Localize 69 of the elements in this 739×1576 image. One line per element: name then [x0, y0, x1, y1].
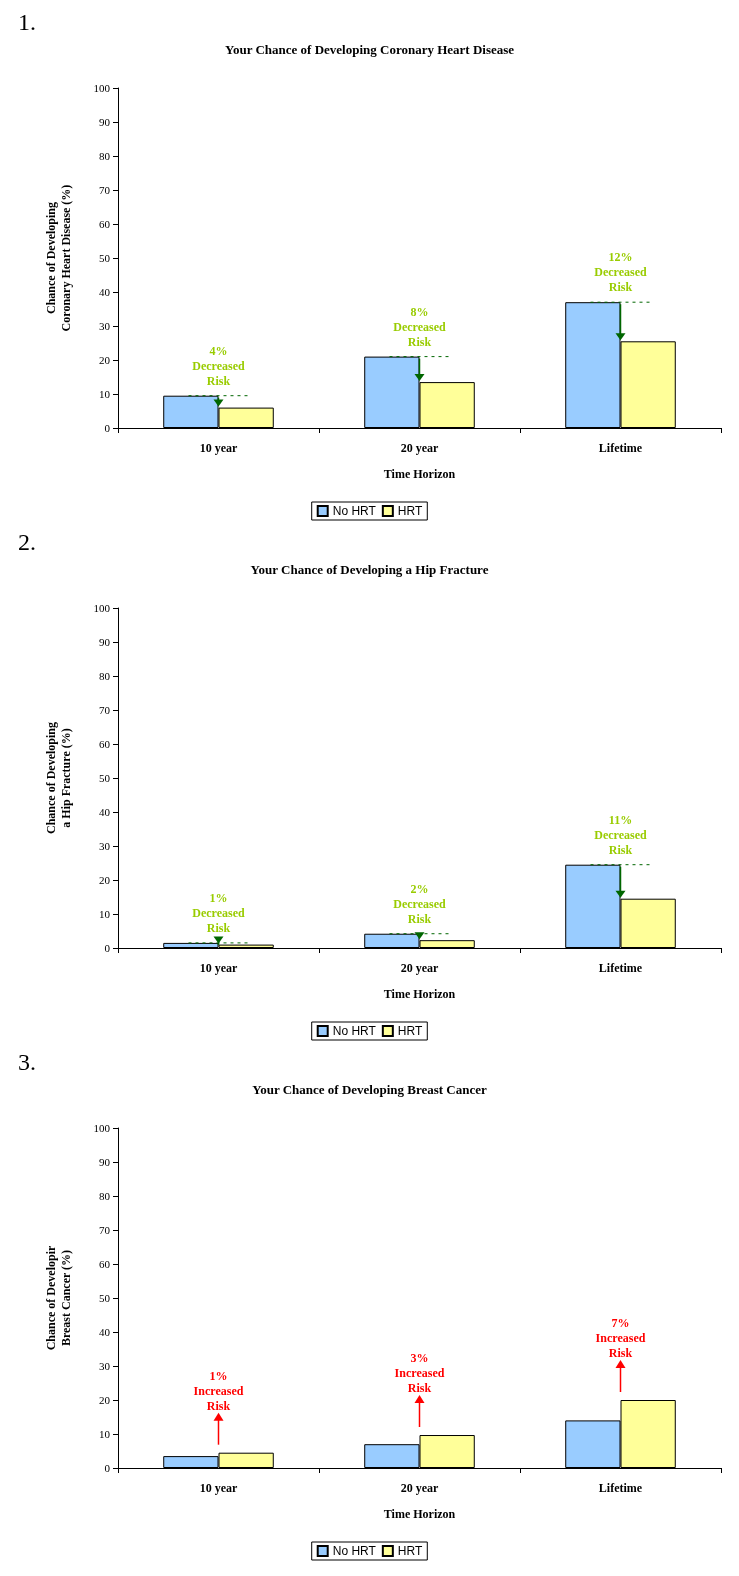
- annotation: 7% Increased Risk: [595, 1316, 646, 1360]
- y-tick-label: 10: [99, 388, 111, 400]
- x-axis-title: Time Horizon: [383, 1507, 456, 1521]
- y-tick-label: 60: [99, 1258, 111, 1270]
- y-tick-label: 10: [99, 1428, 111, 1440]
- x-tick-label: 20 year: [400, 1481, 439, 1495]
- y-tick-label: 40: [99, 806, 111, 818]
- chart-title: Your Chance of Developing a Hip Fracture: [250, 562, 489, 577]
- annotation: 4% Decreased Risk: [192, 343, 246, 388]
- y-tick-label: 40: [99, 286, 111, 298]
- x-axis-title: Time Horizon: [383, 467, 456, 481]
- legend-label: No HRT: [332, 1024, 377, 1038]
- y-tick-label: 90: [99, 1156, 111, 1168]
- y-tick-label: 0: [104, 942, 111, 954]
- y-tick-label: 70: [99, 704, 111, 716]
- legend-label: No HRT: [332, 1544, 377, 1558]
- y-tick-label: 50: [99, 252, 111, 264]
- legend-label: HRT: [397, 1544, 423, 1558]
- y-tick-label: 20: [99, 874, 111, 886]
- y-tick-label: 0: [104, 1462, 111, 1474]
- y-tick-label: 100: [93, 82, 111, 94]
- y-tick-label: 80: [99, 150, 111, 162]
- y-tick-label: 100: [93, 602, 111, 614]
- y-axis-title: Chance of Developing a Hip Fracture (%): [43, 722, 73, 834]
- y-tick-label: 50: [99, 1292, 111, 1304]
- text: 3.: [18, 1049, 36, 1075]
- x-tick-label: Lifetime: [598, 1481, 643, 1495]
- y-tick-label: 50: [99, 772, 111, 784]
- text: 2.: [18, 529, 36, 555]
- y-tick-label: 90: [99, 636, 111, 648]
- x-tick-label: Lifetime: [598, 961, 643, 975]
- y-tick-label: 30: [99, 1360, 111, 1372]
- annotation: 3% Increased Risk: [394, 1351, 445, 1396]
- y-tick-label: 10: [99, 908, 111, 920]
- text: 1.: [18, 9, 36, 35]
- y-axis-title: Chance of Developir Breast Cancer (%): [43, 1245, 73, 1351]
- legend-label: No HRT: [332, 504, 377, 518]
- x-tick-label: 10 year: [199, 961, 238, 975]
- x-tick-label: Lifetime: [598, 441, 643, 455]
- legend-label: HRT: [397, 504, 423, 518]
- x-tick-label: 10 year: [199, 441, 238, 455]
- y-tick-label: 30: [99, 840, 111, 852]
- annotation: 12% Decreased Risk: [594, 250, 648, 295]
- annotation: 2% Decreased Risk: [393, 881, 447, 926]
- y-tick-label: 20: [99, 354, 111, 366]
- annotation: 1% Increased Risk: [193, 1368, 244, 1413]
- y-tick-label: 60: [99, 738, 111, 750]
- y-tick-label: 100: [93, 1122, 111, 1134]
- y-tick-label: 60: [99, 218, 111, 230]
- annotation: 1% Decreased Risk: [192, 890, 246, 935]
- y-tick-label: 0: [104, 422, 111, 434]
- x-axis-title: Time Horizon: [383, 987, 456, 1001]
- y-tick-label: 70: [99, 1224, 111, 1236]
- x-tick-label: 20 year: [400, 441, 439, 455]
- y-tick-label: 40: [99, 1326, 111, 1338]
- y-tick-label: 80: [99, 1190, 111, 1202]
- annotation: 11% Decreased Risk: [594, 812, 648, 857]
- x-tick-label: 20 year: [400, 961, 439, 975]
- chart-title: Your Chance of Developing Breast Cancer: [252, 1082, 488, 1097]
- y-tick-label: 80: [99, 670, 111, 682]
- y-tick-label: 30: [99, 320, 111, 332]
- y-tick-label: 20: [99, 1394, 111, 1406]
- y-axis-title: Chance of Developing Coronary Heart Disease (%): [43, 184, 73, 332]
- legend-label: HRT: [397, 1024, 423, 1038]
- y-tick-label: 90: [99, 116, 111, 128]
- x-tick-label: 10 year: [199, 1481, 238, 1495]
- y-tick-label: 70: [99, 184, 111, 196]
- chart-title: Your Chance of Developing Coronary Heart Disease: [224, 42, 515, 57]
- annotation: 8% Decreased Risk: [393, 304, 447, 349]
